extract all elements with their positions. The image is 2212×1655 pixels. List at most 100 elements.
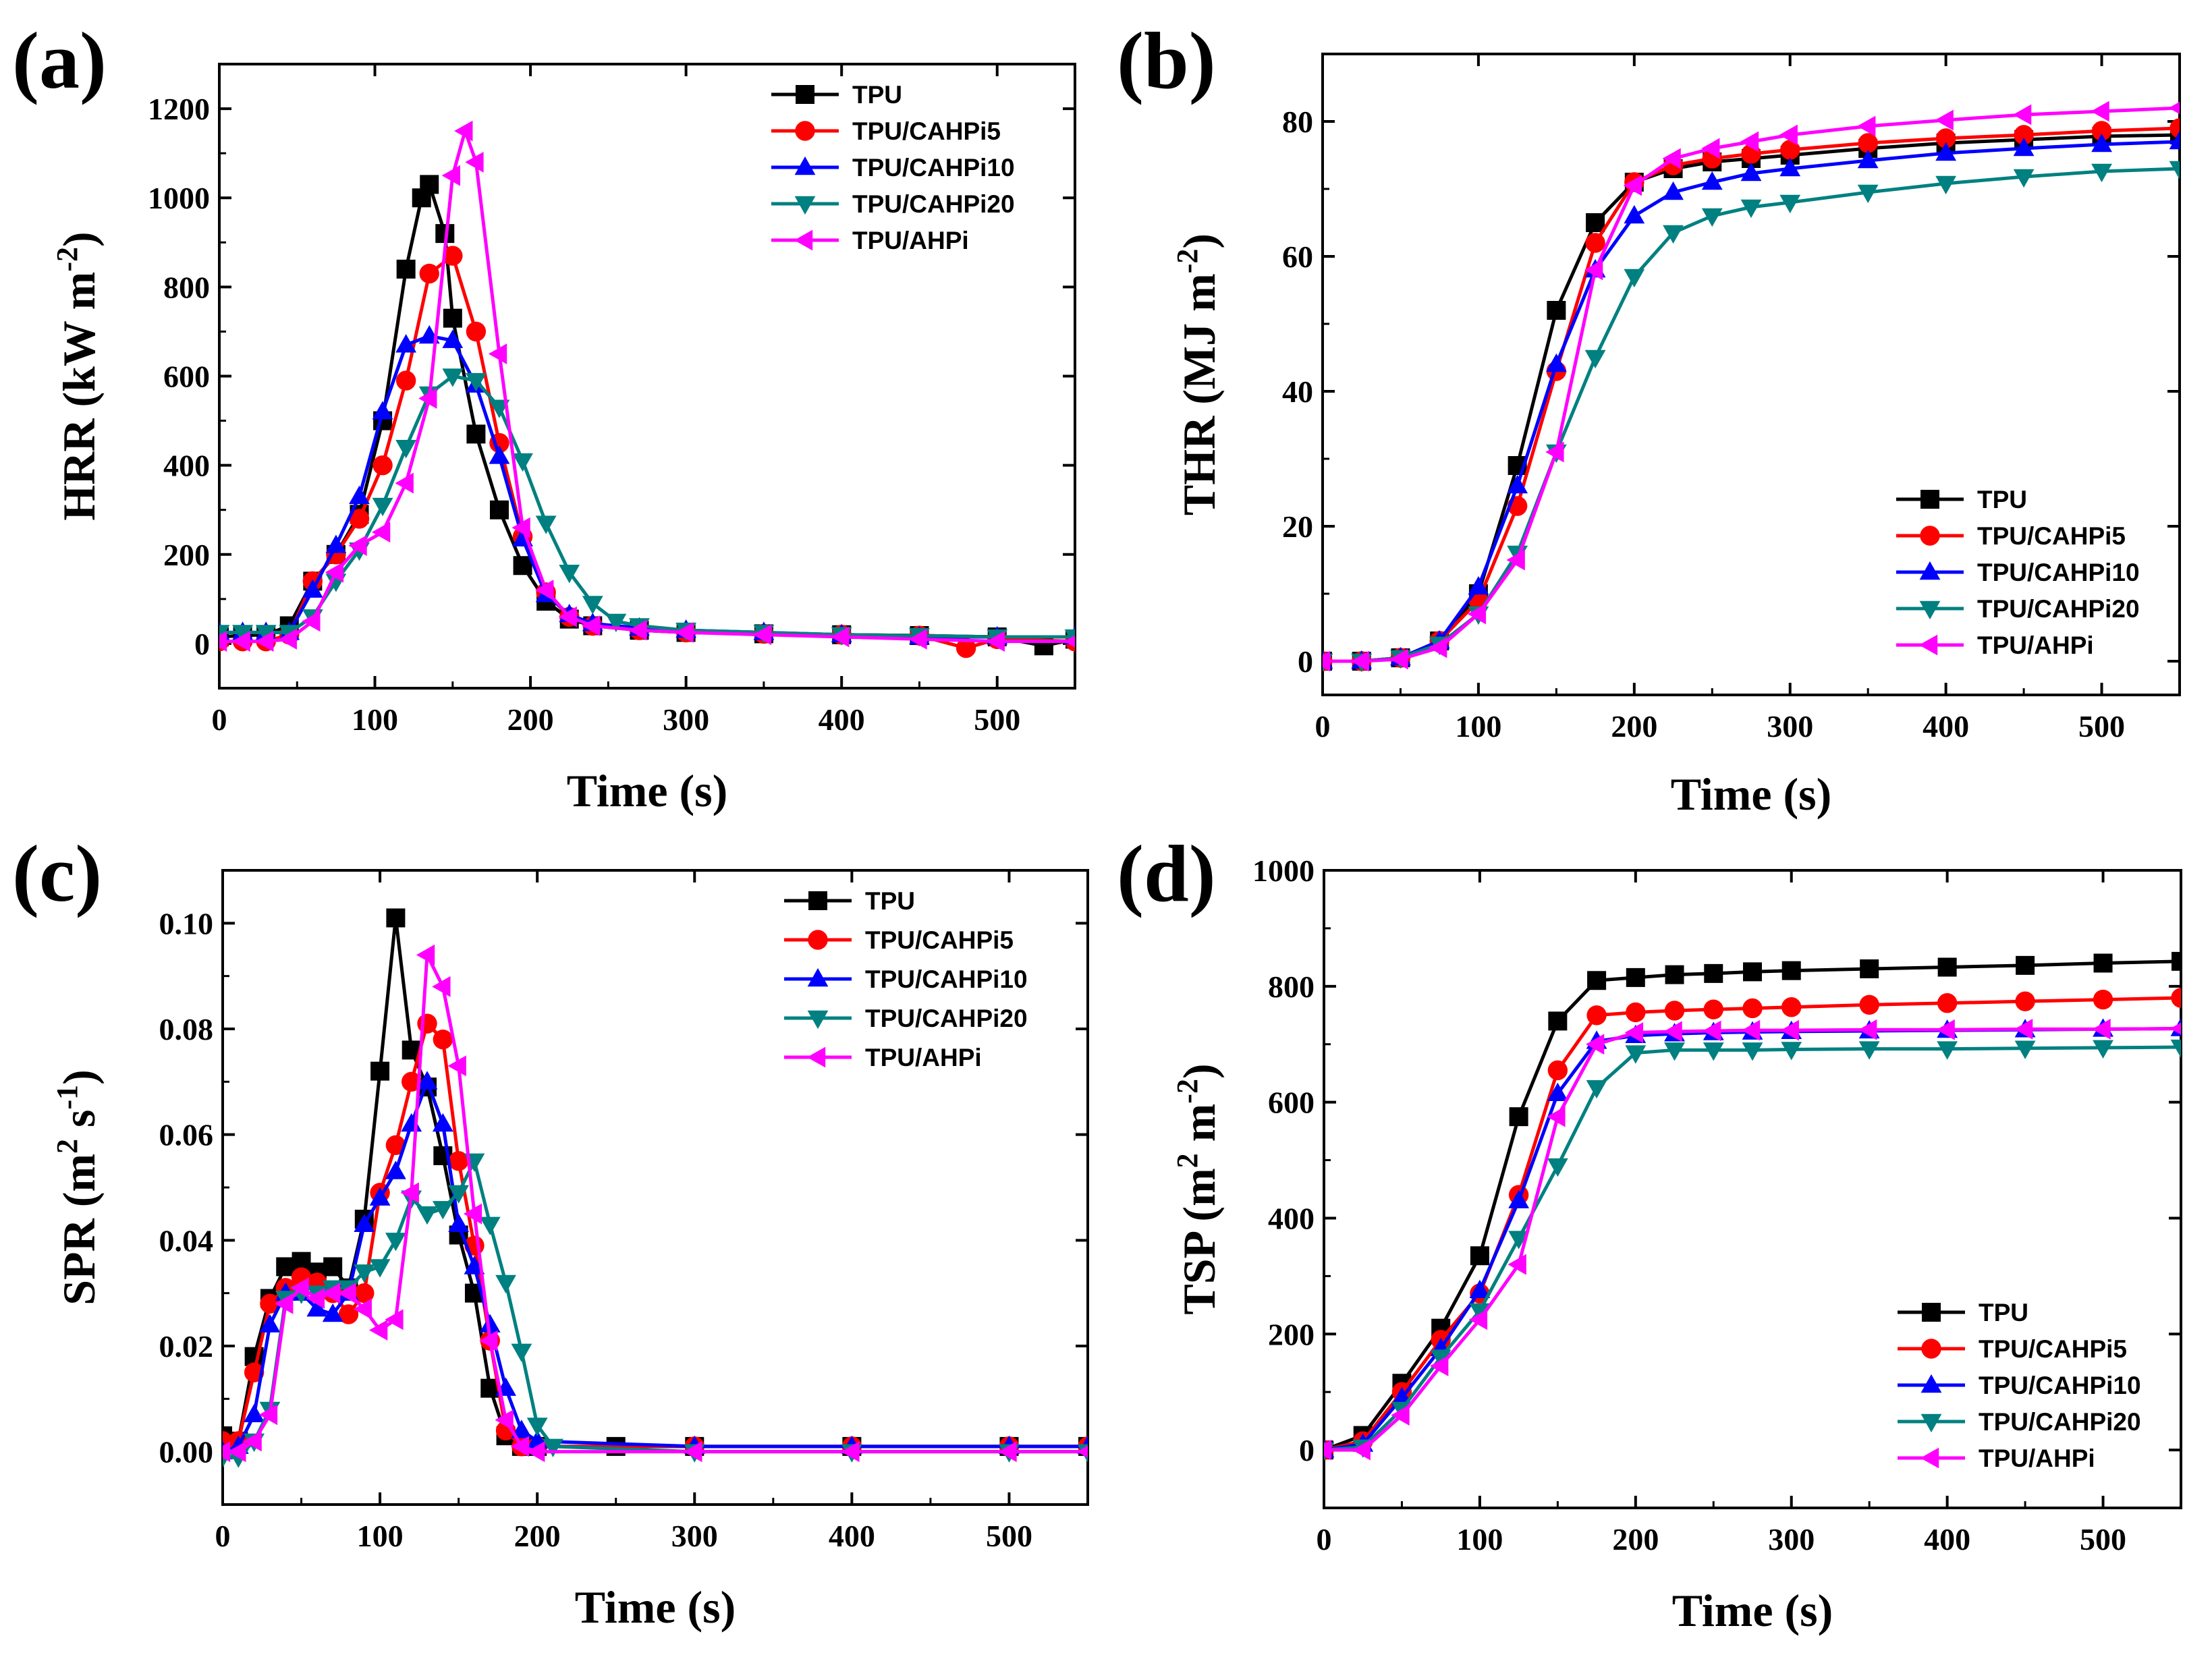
data-point bbox=[2169, 161, 2180, 180]
chart-panel-a: 0 100 200 300 400 500 0 200 400 600 800 1000 1200 (a)… bbox=[12, 16, 1076, 816]
data-point bbox=[306, 1288, 325, 1309]
data-point bbox=[443, 308, 462, 328]
data-point bbox=[433, 1029, 453, 1050]
y-tick-label: 0 bbox=[1299, 1433, 1315, 1467]
x-tick-label: 100 bbox=[1456, 1522, 1503, 1556]
data-point bbox=[1703, 999, 1723, 1019]
data-point bbox=[1858, 133, 1878, 153]
panel-label: (b) bbox=[1117, 16, 1216, 105]
legend-label: TPU bbox=[852, 81, 902, 109]
data-point bbox=[2091, 121, 2112, 141]
legend-marker bbox=[1920, 1413, 1942, 1433]
data-point bbox=[986, 631, 1005, 652]
data-point bbox=[385, 1233, 406, 1252]
legend-marker bbox=[794, 156, 816, 175]
data-point bbox=[442, 368, 464, 387]
y-tick-label: 1000 bbox=[1252, 853, 1315, 888]
x-tick-label: 200 bbox=[1612, 1522, 1659, 1556]
x-tick-label: 300 bbox=[1768, 1522, 1815, 1556]
series-line bbox=[1323, 167, 2180, 663]
legend-label: TPU/CAHPi5 bbox=[1977, 522, 2126, 550]
data-point bbox=[302, 611, 321, 632]
y-tick-label: 0.10 bbox=[159, 906, 214, 941]
y-tick-label: 0.00 bbox=[159, 1435, 214, 1469]
data-point bbox=[219, 631, 227, 652]
data-point bbox=[495, 1274, 516, 1294]
data-point bbox=[831, 626, 850, 648]
x-tick-label: 400 bbox=[819, 702, 865, 737]
data-point bbox=[400, 1182, 419, 1204]
data-point bbox=[511, 1420, 532, 1438]
data-point bbox=[1779, 194, 1801, 214]
x-tick-label: 300 bbox=[1767, 709, 1813, 744]
legend-label: TPU/AHPi bbox=[865, 1044, 982, 1071]
data-point bbox=[1547, 1082, 1568, 1101]
data-point bbox=[511, 517, 530, 538]
data-point bbox=[435, 224, 455, 244]
data-point bbox=[956, 638, 976, 658]
legend-label: TPU/CAHPi10 bbox=[1979, 1372, 2141, 1399]
data-point bbox=[2014, 1018, 2033, 1040]
legend-label: TPU/CAHPi5 bbox=[1979, 1335, 2127, 1363]
data-point bbox=[396, 259, 416, 279]
data-point bbox=[535, 580, 554, 601]
legend-label: TPU/AHPi bbox=[1977, 632, 2094, 659]
data-point bbox=[480, 1378, 500, 1398]
data-point bbox=[1665, 965, 1684, 984]
series-line bbox=[1324, 1027, 2181, 1452]
data-point bbox=[1935, 175, 1957, 195]
data-point bbox=[325, 561, 344, 583]
data-point bbox=[489, 500, 509, 520]
data-point bbox=[1858, 1041, 1880, 1060]
panel-label: (a) bbox=[12, 16, 107, 105]
data-point bbox=[1468, 576, 1489, 595]
data-point bbox=[2093, 1040, 2113, 1059]
chart-panel-c: 0 100 200 300 400 500 0.00 0.02 0.04 0.06 0.08 0.10… bbox=[12, 829, 1089, 1633]
data-point bbox=[535, 515, 557, 534]
data-point bbox=[1859, 994, 1879, 1015]
data-point bbox=[2172, 951, 2181, 971]
legend-label: TPU bbox=[1977, 486, 2027, 513]
data-point bbox=[1935, 128, 1956, 148]
legend-label: TPU/CAHPi5 bbox=[865, 926, 1014, 954]
data-point bbox=[1663, 225, 1684, 244]
legend-marker bbox=[794, 196, 816, 215]
data-point bbox=[465, 151, 484, 173]
x-axis-title: Time (s) bbox=[575, 1581, 736, 1633]
data-point bbox=[1779, 157, 1801, 177]
x-tick-label: 400 bbox=[1923, 709, 1969, 744]
data-point bbox=[337, 1283, 356, 1304]
series-line bbox=[219, 254, 1075, 650]
data-point bbox=[1547, 1060, 1568, 1081]
data-point bbox=[511, 1343, 532, 1362]
data-point bbox=[371, 522, 391, 543]
y-tick-label: 0.08 bbox=[159, 1012, 214, 1046]
data-point bbox=[1860, 959, 1879, 979]
data-point bbox=[1781, 997, 1802, 1017]
legend: TPU TPU/CAHPi5 TPU/CAHPi10 TPU/CAHPi20 TPU/A… bbox=[784, 887, 1028, 1071]
data-point bbox=[1701, 138, 1720, 159]
data-point bbox=[448, 1185, 470, 1204]
data-point bbox=[2169, 1022, 2181, 1035]
data-point bbox=[908, 628, 927, 650]
data-point bbox=[1937, 1041, 1958, 1060]
y-tick-label: 0.02 bbox=[159, 1329, 214, 1364]
data-point bbox=[385, 1135, 406, 1156]
y-axis-title: HRR (kW m-2) bbox=[51, 231, 105, 520]
data-point bbox=[1741, 1019, 1761, 1041]
data-point bbox=[338, 1304, 359, 1324]
legend-marker bbox=[807, 967, 829, 987]
legend-label: TPU/CAHPi10 bbox=[865, 965, 1028, 993]
data-point bbox=[1662, 148, 1681, 169]
data-point bbox=[2092, 1018, 2111, 1040]
plot-frame bbox=[1321, 53, 2181, 696]
y-tick-label: 600 bbox=[163, 360, 210, 394]
data-point bbox=[1430, 1349, 1451, 1368]
data-point bbox=[543, 1438, 563, 1457]
data-point bbox=[322, 1303, 343, 1322]
data-point bbox=[1508, 1254, 1526, 1275]
data-point bbox=[513, 556, 532, 576]
data-point bbox=[417, 1013, 437, 1034]
series-line bbox=[1324, 996, 2181, 1452]
x-tick-label: 300 bbox=[663, 702, 709, 737]
